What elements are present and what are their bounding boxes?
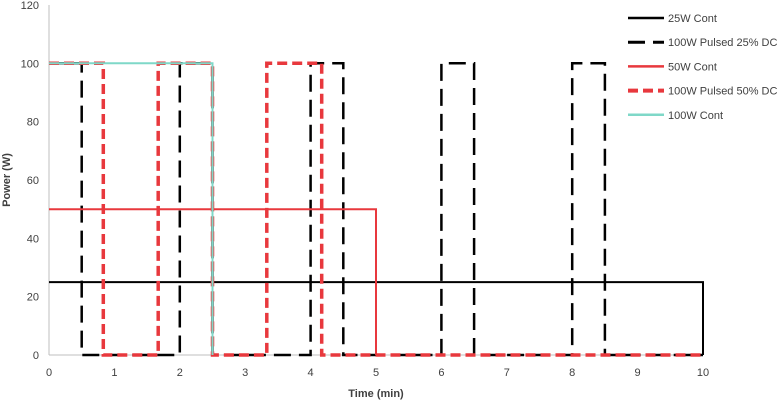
x-tick-label: 0 (46, 367, 52, 379)
y-tick-label: 100 (21, 58, 39, 70)
series-layer (49, 61, 704, 357)
y-tick-label: 40 (27, 233, 39, 245)
x-axis-title: Time (min) (348, 388, 404, 400)
x-tick-label: 5 (373, 367, 379, 379)
y-axis-ticks: 0 20 40 60 80 100 120 (21, 0, 39, 362)
y-tick-label: 60 (27, 175, 39, 187)
x-tick-label: 9 (635, 367, 641, 379)
y-axis-title: Power (W) (1, 153, 13, 207)
x-axis-ticks: 0 1 2 3 4 5 6 7 8 9 10 (46, 367, 709, 379)
series-line-1 (49, 281, 704, 355)
x-tick-label: 8 (569, 367, 575, 379)
legend-label-2: 100W Pulsed 25% DC (668, 37, 777, 49)
x-tick-label: 1 (111, 367, 117, 379)
legend-label-3: 50W Cont (668, 61, 717, 73)
x-tick-label: 6 (438, 367, 444, 379)
x-tick-label: 2 (177, 367, 183, 379)
x-tick-label: 3 (242, 367, 248, 379)
legend: 25W Cont 100W Pulsed 25% DC 50W Cont 100W P… (628, 13, 777, 122)
x-tick-label: 4 (308, 367, 314, 379)
y-tick-label: 20 (27, 292, 39, 304)
y-tick-label: 120 (21, 0, 39, 12)
x-tick-label: 10 (697, 367, 709, 379)
y-tick-label: 0 (33, 350, 39, 362)
legend-label-1: 25W Cont (668, 13, 717, 25)
series-line-5 (49, 62, 214, 355)
legend-label-5: 100W Cont (668, 110, 723, 122)
y-tick-label: 80 (27, 117, 39, 129)
legend-label-4: 100W Pulsed 50% DC (668, 86, 777, 98)
x-tick-label: 7 (504, 367, 510, 379)
